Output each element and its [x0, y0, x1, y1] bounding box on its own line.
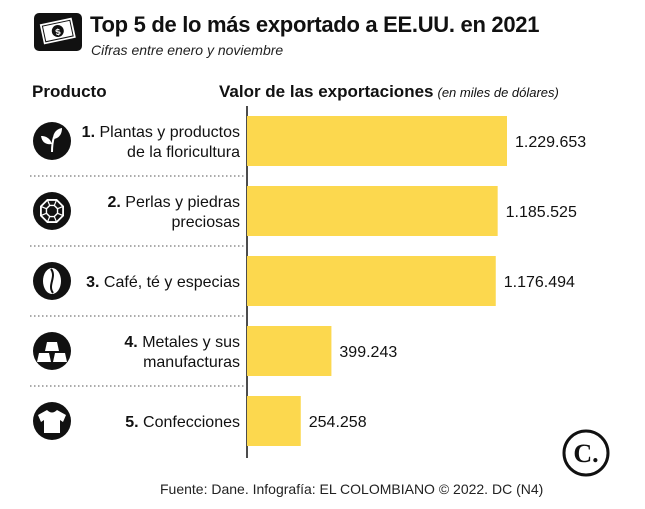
money-bill-icon: $ [34, 13, 82, 51]
category-label: preciosas [172, 214, 240, 231]
category-label: de la floricultura [127, 144, 240, 161]
column-header-product: Producto [32, 82, 107, 101]
bar [247, 116, 507, 166]
category-label: 4. Metales y sus [124, 334, 240, 351]
category-label: 3. Café, té y especias [86, 274, 240, 291]
svg-text:$: $ [55, 27, 62, 38]
plant-icon [33, 122, 71, 160]
gem-icon [33, 192, 71, 230]
bar [247, 326, 332, 376]
bar [247, 186, 498, 236]
value-label: 1.229.653 [515, 134, 586, 151]
value-label: 1.176.494 [504, 274, 575, 291]
chart-subtitle: Cifras entre enero y noviembre [91, 42, 284, 58]
coffee-bean-icon [33, 262, 71, 300]
value-label: 399.243 [339, 344, 397, 361]
el-colombiano-logo: C. [562, 429, 610, 477]
category-label: 1. Plantas y productos [82, 124, 240, 141]
bar [247, 256, 496, 306]
category-label: 2. Perlas y piedras [107, 194, 240, 211]
column-header-value-label: Valor de las exportaciones [219, 82, 434, 101]
logo-text: C. [573, 439, 598, 468]
category-number: 3. [86, 274, 104, 291]
column-header-value-note: (en miles de dólares) [437, 85, 559, 100]
category-number: 2. [107, 194, 125, 211]
category-number: 1. [82, 124, 100, 141]
category-number: 5. [125, 414, 143, 431]
category-label: 5. Confecciones [125, 414, 240, 431]
source-note: Fuente: Dane. Infografía: EL COLOMBIANO … [160, 481, 544, 497]
bar-chart: 1.229.653 1. Plantas y productos de la flo… [30, 106, 586, 458]
category-number: 4. [124, 334, 142, 351]
tshirt-icon [33, 402, 71, 440]
bar [247, 396, 301, 446]
chart-title: Top 5 de lo más exportado a EE.UU. en 20… [90, 12, 540, 37]
value-label: 1.185.525 [506, 204, 577, 221]
category-label: manufacturas [143, 354, 240, 371]
metal-ingots-icon [33, 332, 71, 370]
value-label: 254.258 [309, 414, 367, 431]
column-header-value: Valor de las exportaciones (en miles de d… [219, 82, 559, 102]
